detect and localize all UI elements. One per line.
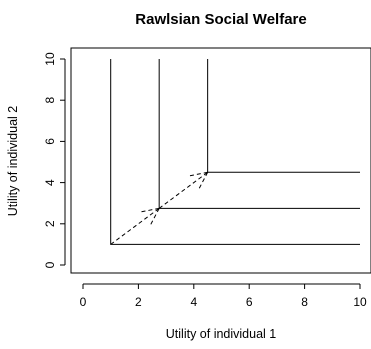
y-axis: 0 2 4 6 8 10	[43, 52, 66, 268]
x-tick-label: 6	[246, 295, 253, 309]
arrow-head	[197, 172, 209, 191]
arrow-layer	[110, 171, 209, 245]
y-axis-title: Utility of individual 2	[6, 106, 20, 217]
x-tick-label: 0	[80, 295, 87, 309]
arrow-shaft	[158, 171, 208, 209]
arrow-head	[187, 171, 208, 177]
arrow-head	[149, 208, 160, 227]
plot-frame	[70, 47, 371, 274]
arrow-shaft	[110, 207, 160, 245]
y-tick-label: 2	[43, 220, 57, 227]
x-tick-label: 10	[353, 295, 367, 309]
arrow-head	[139, 207, 160, 213]
y-tick-label: 0	[43, 261, 57, 268]
dashed-arrow-1	[110, 207, 160, 245]
x-tick-label: 4	[190, 295, 197, 309]
series-layer	[110, 59, 360, 245]
x-axis: 0 2 4 6 8 10	[80, 283, 367, 309]
dashed-arrow-2	[158, 171, 209, 209]
indifference-curve-3	[207, 59, 360, 173]
chart-title: Rawlsian Social Welfare	[135, 11, 306, 28]
y-tick-label: 4	[43, 179, 57, 186]
x-tick-label: 8	[301, 295, 308, 309]
indifference-curve-1	[110, 59, 360, 245]
y-tick-label: 10	[43, 52, 57, 66]
x-axis-title: Utility of individual 1	[166, 327, 277, 341]
y-tick-label: 8	[43, 97, 57, 104]
y-tick-label: 6	[43, 138, 57, 145]
x-tick-label: 2	[135, 295, 142, 309]
